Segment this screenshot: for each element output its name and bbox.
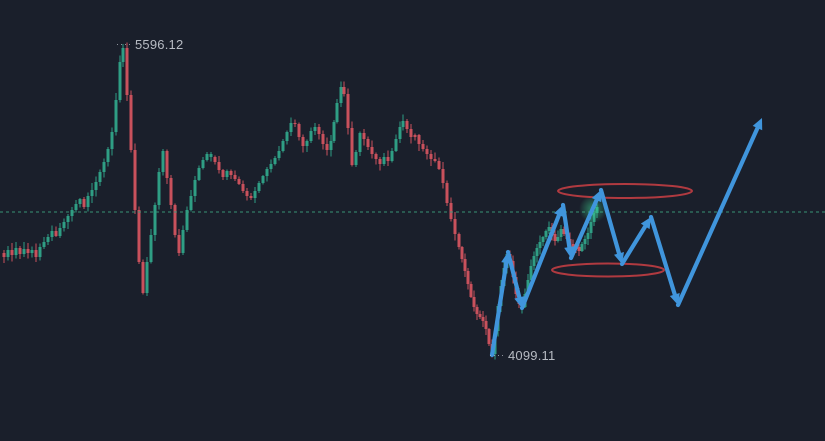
candlestick-series [2, 42, 599, 360]
projection-arrows[interactable] [489, 118, 763, 358]
zone-ellipses[interactable] [551, 183, 693, 278]
